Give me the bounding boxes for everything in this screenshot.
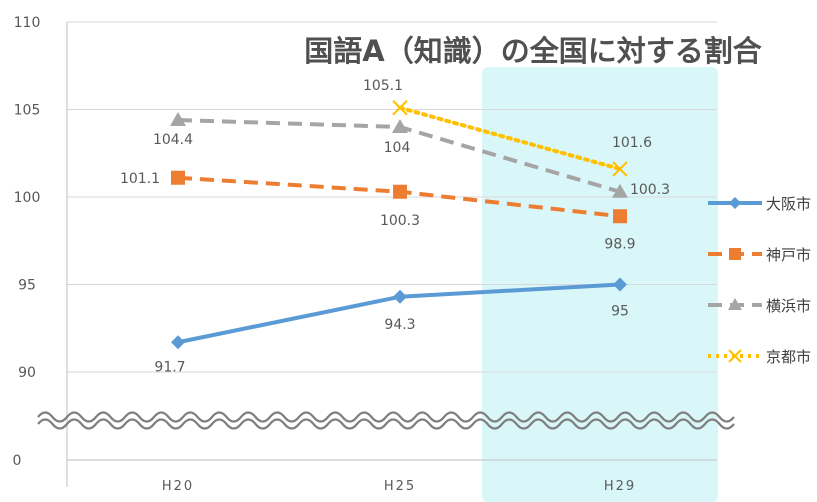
x-tick-label: H20 <box>162 479 194 494</box>
marker-triangle <box>728 298 742 310</box>
data-label: 101.1 <box>120 171 160 187</box>
data-label: 104.4 <box>153 132 193 148</box>
data-label: 95 <box>611 304 629 320</box>
marker-square <box>613 209 627 224</box>
axis-break <box>37 411 735 430</box>
marker-diamond <box>613 277 627 292</box>
marker-diamond <box>171 335 185 350</box>
marker-square <box>729 248 741 260</box>
y-tick-label: 110 <box>14 15 41 31</box>
x-tick-label: H25 <box>384 479 416 494</box>
chart-title: 国語A（知識）の全国に対する割合 <box>304 34 761 68</box>
marker-diamond <box>729 197 741 209</box>
legend-label: 神戸市 <box>766 246 811 264</box>
y-tick-label: 90 <box>18 365 36 381</box>
data-label: 94.3 <box>384 317 415 333</box>
marker-x <box>612 161 628 177</box>
axes: 90 95 100 105 110 0 H20 H25 H29 <box>13 15 717 494</box>
data-labels: 91.7 94.3 95 101.1 100.3 98.9 104.4 104 100.3 105… <box>120 78 670 376</box>
legend-label: 大阪市 <box>766 195 811 213</box>
data-label: 105.1 <box>363 78 403 94</box>
data-label: 98.9 <box>604 236 635 252</box>
y-tick-label: 95 <box>18 278 36 294</box>
y-tick-label: 105 <box>14 103 41 119</box>
axis-break-wave <box>37 418 735 430</box>
legend-label: 京都市 <box>766 348 811 366</box>
data-label: 100.3 <box>630 182 670 198</box>
y-tick-label: 100 <box>14 190 41 206</box>
data-label: 91.7 <box>154 359 185 375</box>
data-label: 101.6 <box>612 135 652 151</box>
marker-square <box>171 170 185 185</box>
marker-square <box>393 184 407 199</box>
marker-x <box>728 349 742 363</box>
x-tick-label: H29 <box>604 479 636 494</box>
y-tick-label: 0 <box>13 453 22 469</box>
marker-diamond <box>393 289 407 304</box>
marker-x <box>392 100 408 116</box>
series-lines <box>170 100 628 350</box>
marker-triangle <box>170 112 186 126</box>
marker-triangle <box>392 119 408 133</box>
legend-label: 横浜市 <box>766 297 811 315</box>
data-label: 100.3 <box>380 213 420 229</box>
data-label: 104 <box>384 140 411 156</box>
marker-triangle <box>612 183 628 198</box>
series-line <box>398 105 622 171</box>
axis-break-wave <box>37 411 735 423</box>
